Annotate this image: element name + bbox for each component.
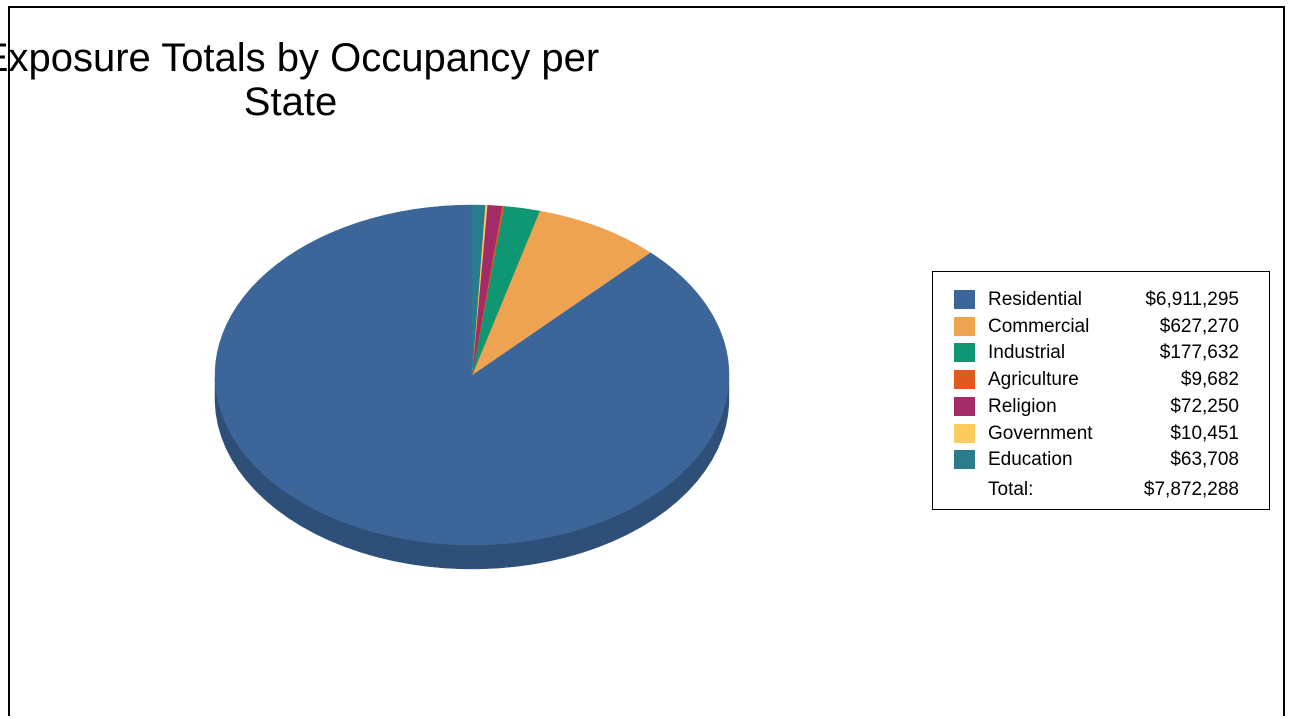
legend-item-industrial: Industrial $177,632	[933, 340, 1269, 366]
legend-swatch-residential	[954, 290, 975, 309]
legend-swatch-commercial	[954, 316, 975, 336]
legend-value: $72,250	[1170, 395, 1239, 417]
legend-swatch-religion	[954, 396, 975, 416]
legend-value: $6,911,295	[1145, 289, 1239, 310]
legend-swatch-government	[954, 423, 975, 443]
legend-swatch-education	[954, 450, 975, 470]
legend-total-label: Total:	[988, 478, 1034, 500]
pie-slice-education[interactable]	[471, 204, 486, 376]
legend-label: Religion	[988, 395, 1057, 417]
legend-item-religion: Religion $72,250	[933, 394, 1269, 420]
legend-label: Education	[988, 449, 1073, 471]
legend-swatch-agriculture	[954, 370, 975, 390]
legend-label: Industrial	[988, 342, 1066, 364]
legend-total-value: $7,872,288	[1143, 478, 1239, 500]
legend-total-row: Total: $7,872,288	[933, 477, 1269, 503]
legend-label: Residential	[988, 289, 1082, 310]
legend-value: $9,682	[1180, 369, 1239, 391]
chart-title-line-2: State	[243, 80, 338, 124]
legend-item-residential: Residential $6,911,295	[933, 287, 1269, 313]
legend-swatch-industrial	[954, 343, 975, 363]
legend-item-commercial: Commercial $627,270	[933, 314, 1269, 340]
legend-value: $63,708	[1170, 449, 1239, 471]
chart-title-line-1: Exposure Totals by Occupancy per	[0, 36, 600, 80]
legend-label: Agriculture	[988, 369, 1079, 391]
legend-label: Commercial	[988, 315, 1090, 337]
legend-item-government: Government $10,451	[933, 421, 1269, 447]
legend-item-education: Education $63,708	[933, 447, 1269, 473]
legend: Residential $6,911,295 Commercial $627,270 I…	[932, 271, 1270, 510]
legend-label: Government	[988, 422, 1093, 444]
legend-value: $177,632	[1159, 342, 1239, 364]
legend-value: $10,451	[1170, 422, 1239, 444]
chart-title: Exposure Totals by Occupancy per State	[0, 36, 1289, 124]
pie-slice-commercial[interactable]	[471, 210, 651, 376]
legend-item-agriculture: Agriculture $9,682	[933, 367, 1269, 393]
legend-value: $627,270	[1159, 315, 1239, 337]
